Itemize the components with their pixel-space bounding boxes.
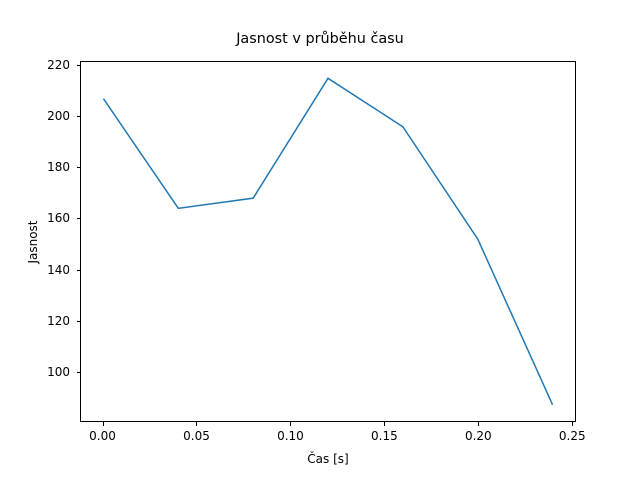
x-tick-mark <box>572 422 574 426</box>
y-tick-mark <box>76 269 80 271</box>
x-axis-label: Čas [s] <box>307 452 349 466</box>
x-tick-label: 0.05 <box>183 429 210 443</box>
y-tick-mark <box>76 115 80 117</box>
x-tick-mark <box>290 422 292 426</box>
x-tick-mark <box>102 422 104 426</box>
y-tick-label: 200 <box>47 108 70 123</box>
y-tick-mark <box>76 64 80 66</box>
x-tick-label: 0.20 <box>464 429 492 443</box>
y-tick-mark <box>76 218 80 220</box>
y-tick-label: 120 <box>47 313 70 328</box>
y-tick-label: 180 <box>47 160 70 175</box>
y-tick-mark <box>76 167 80 169</box>
x-tick-label: 0.10 <box>277 429 304 443</box>
y-tick-label: 140 <box>47 262 70 277</box>
x-tick-label: 0.25 <box>558 429 586 443</box>
x-tick-label: 0.00 <box>89 429 116 443</box>
y-tick-mark <box>76 320 80 322</box>
plot-area <box>80 61 576 422</box>
y-tick-label: 160 <box>47 211 70 226</box>
y-tick-label: 220 <box>47 57 70 72</box>
x-tick-mark <box>384 422 386 426</box>
line-series-svg <box>102 77 554 405</box>
x-tick-mark <box>196 422 198 426</box>
x-tick-label: 0.15 <box>371 429 398 443</box>
y-tick-mark <box>76 372 80 374</box>
x-tick-mark <box>478 422 480 426</box>
y-tick-label: 100 <box>47 365 70 380</box>
data-line <box>102 77 554 405</box>
chart-title: Jasnost v průběhu času <box>236 31 404 47</box>
y-axis-label: Jasnost <box>26 220 40 264</box>
